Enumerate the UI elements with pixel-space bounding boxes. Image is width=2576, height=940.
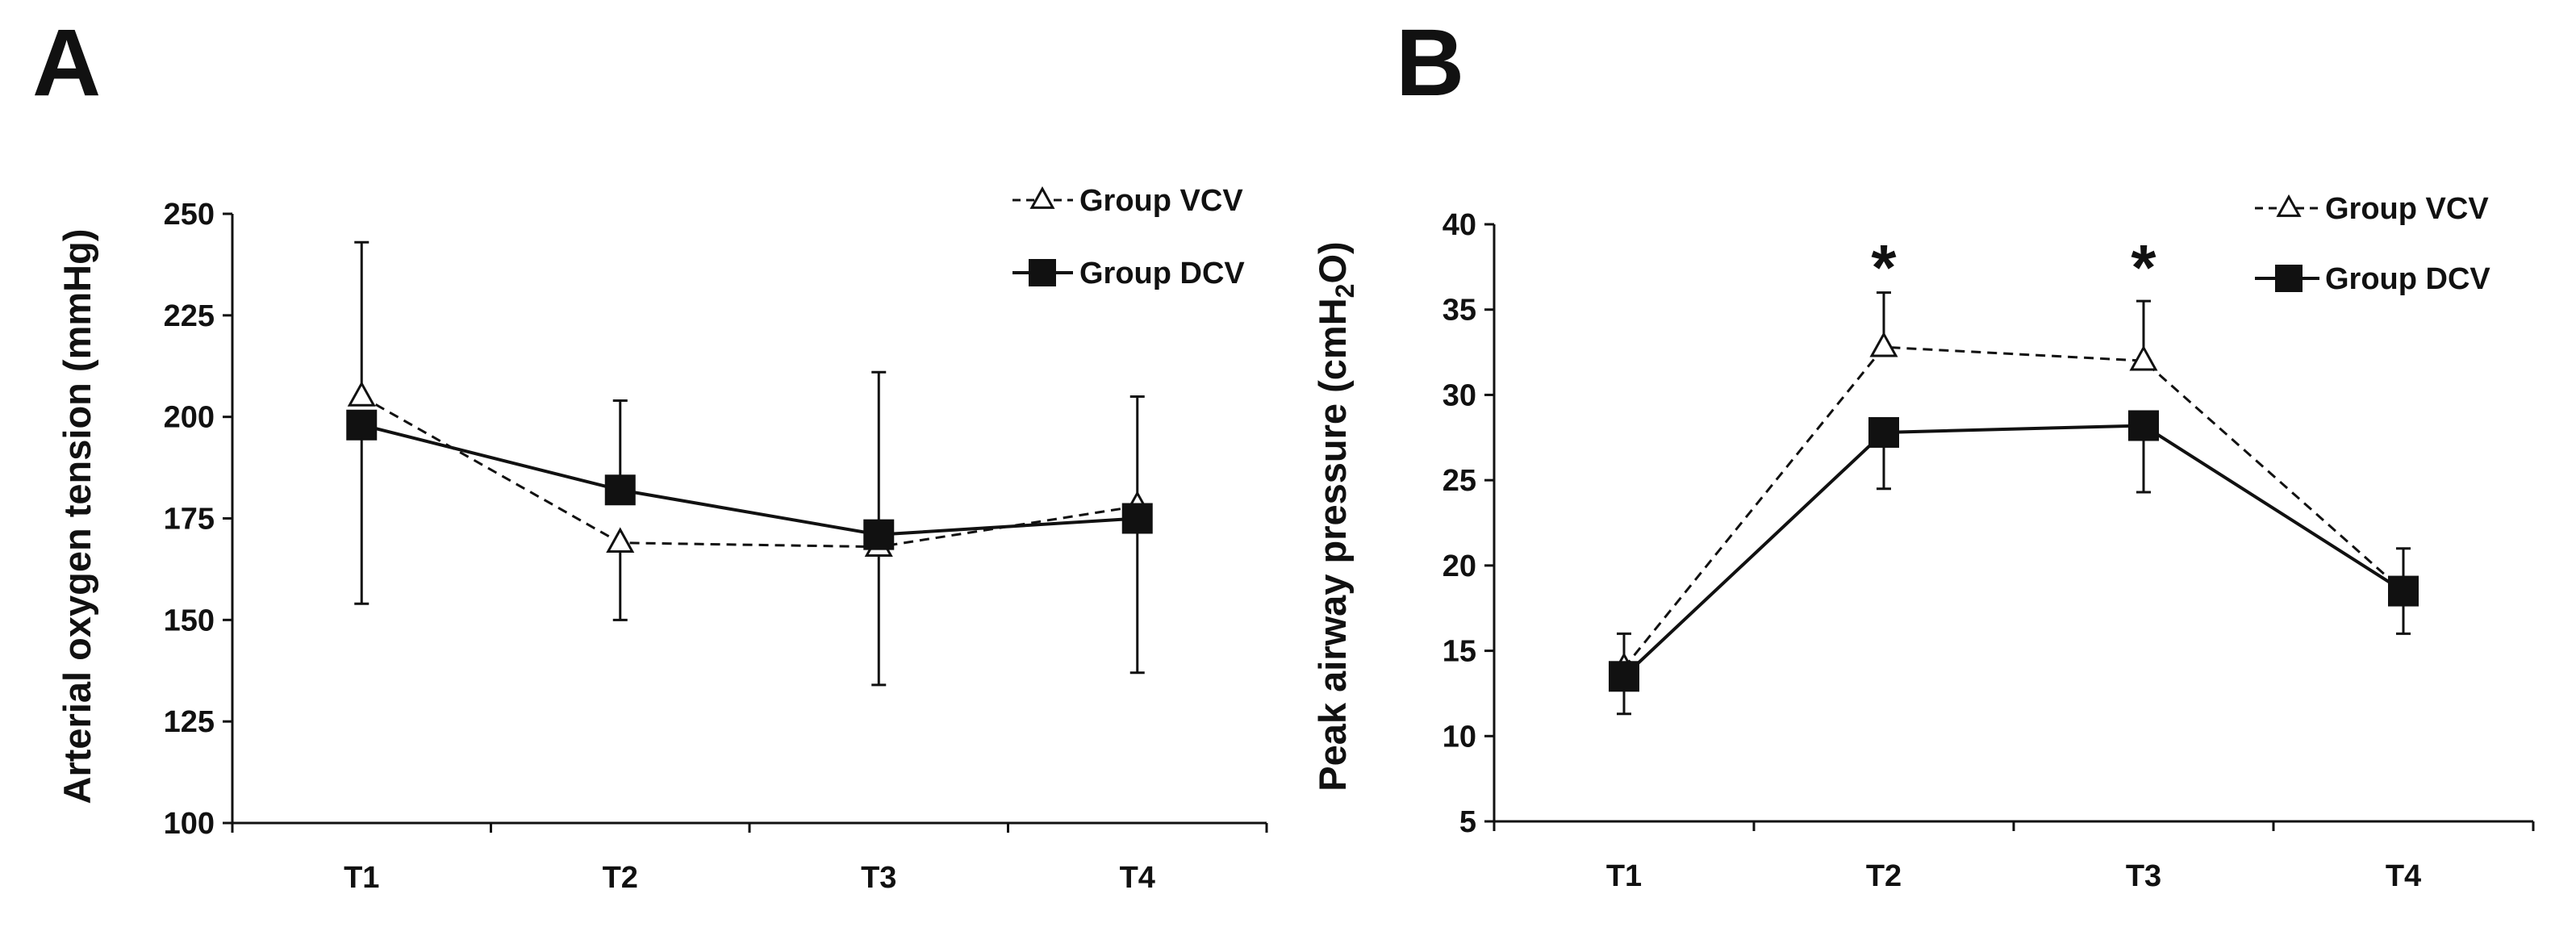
series-line (361, 423, 1138, 537)
significance-marker: * (1871, 232, 1897, 303)
legend-label: Group VCV (1079, 184, 1243, 218)
legend-marker-triangle (1029, 186, 1055, 209)
data-point-square (2388, 575, 2419, 607)
data-point-square (1868, 416, 1899, 448)
data-point-square (863, 519, 895, 550)
data-point-square (346, 409, 378, 441)
data-point-triangle (2129, 345, 2158, 371)
y-tick-label: 15 (1442, 635, 1476, 669)
panel-label: B (1396, 10, 1464, 116)
x-tick-label: T2 (1866, 859, 1902, 893)
significance-marker: * (2131, 232, 2156, 303)
x-tick-label: T2 (603, 861, 638, 895)
panel-label: A (32, 10, 101, 116)
y-tick-label: 225 (164, 299, 215, 333)
legend-marker-square (1029, 259, 1056, 286)
legend-marker-square (2275, 265, 2303, 292)
y-tick-label: 30 (1442, 378, 1476, 412)
legend-label: Group DCV (1079, 257, 1245, 290)
y-axis-title: Arterial oxygen tension (mmHg) (56, 229, 98, 804)
series-line (1622, 345, 2404, 669)
y-tick-label: 25 (1442, 464, 1476, 498)
x-tick-label: T1 (1606, 859, 1642, 893)
data-point-square (604, 474, 636, 506)
x-tick-label: T3 (2126, 859, 2161, 893)
x-tick-label: T1 (344, 861, 379, 895)
y-axis-title: Peak airway pressure (cmH2O) (1311, 241, 1359, 791)
y-tick-label: 150 (164, 604, 215, 637)
y-tick-label: 200 (164, 401, 215, 435)
y-tick-label: 175 (164, 503, 215, 537)
y-tick-label: 10 (1442, 720, 1476, 754)
data-point-triangle (1869, 331, 1898, 357)
data-point-square (1121, 503, 1153, 534)
x-tick-label: T4 (1120, 861, 1155, 895)
data-point-triangle (606, 527, 635, 553)
panel-a-line-chart: A 100 125 150 175 200 225 250 T1 T2 T3 T4 Arterial o… (32, 10, 1268, 895)
y-tick-label: 20 (1442, 549, 1476, 583)
data-point-square (1609, 661, 1639, 692)
data-point-triangle (347, 381, 376, 407)
y-tick-label: 35 (1442, 294, 1476, 328)
y-tick-label: 250 (164, 198, 215, 232)
y-tick-label: 5 (1459, 805, 1476, 839)
legend-label: Group VCV (2325, 192, 2489, 226)
legend-label: Group DCV (2325, 262, 2490, 296)
y-tick-label: 40 (1442, 208, 1476, 242)
y-tick-label: 125 (164, 705, 215, 739)
panel-b-line-chart: B 5 10 15 20 25 30 35 40 T1 T2 T3 T4 Peak airway pres… (1311, 10, 2535, 893)
series-line (1622, 424, 2405, 678)
data-point-square (2128, 410, 2159, 441)
x-tick-label: T4 (2386, 859, 2421, 893)
legend-marker-triangle (2276, 194, 2302, 217)
y-tick-label: 100 (164, 807, 215, 841)
x-tick-label: T3 (861, 861, 896, 895)
